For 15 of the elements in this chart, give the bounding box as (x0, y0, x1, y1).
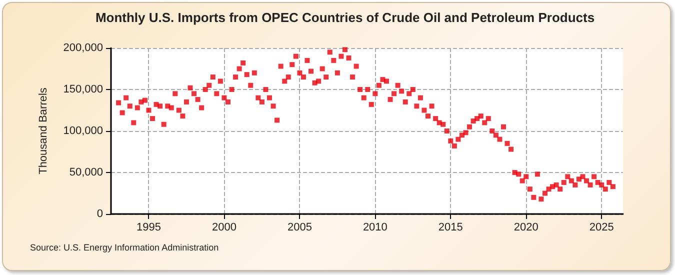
y-tick-label: 50,000 (69, 166, 103, 178)
y-tick-label: 100,000 (63, 125, 103, 137)
x-tick-label: 2000 (212, 222, 236, 234)
x-tick-label: 2010 (362, 222, 388, 234)
x-tick-label: 2005 (287, 222, 312, 234)
y-tick-label: 150,000 (63, 84, 103, 96)
y-axis-title: Thousand Barrels (38, 87, 50, 174)
y-tick-label: 0 (96, 208, 103, 220)
chart-title: Monthly U.S. Imports from OPEC Countries of Crude Oil and Petroleum Products (95, 10, 595, 25)
x-tick-label: 1995 (136, 222, 161, 234)
x-tick-label: 2015 (438, 222, 463, 234)
source-note: Source: U.S. Energy Information Administration (30, 242, 219, 252)
y-tick-label: 200,000 (63, 42, 103, 54)
x-tick-label: 2025 (589, 222, 614, 234)
x-tick-label: 2020 (514, 222, 538, 234)
